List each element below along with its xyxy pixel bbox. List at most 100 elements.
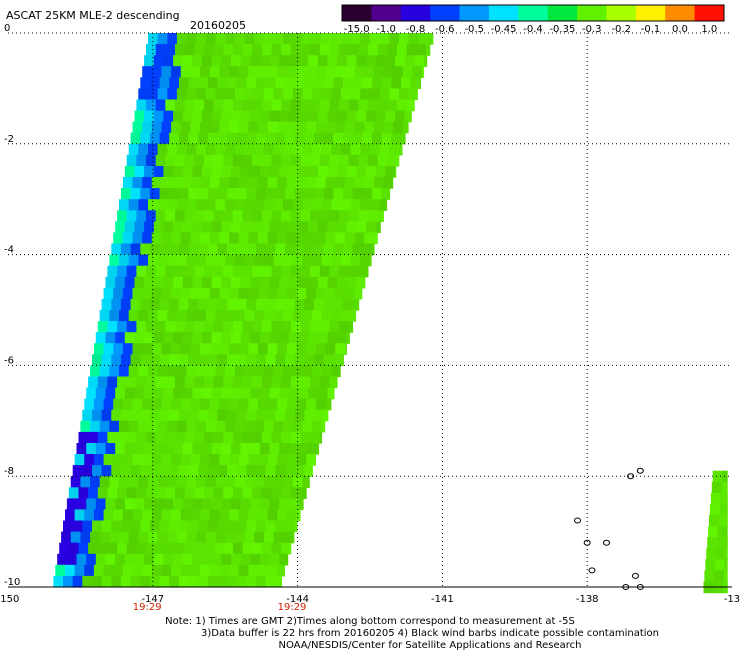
data-cell — [217, 575, 228, 588]
data-cell — [366, 55, 377, 67]
data-cell — [246, 520, 257, 533]
data-cell — [204, 44, 215, 56]
data-cell — [290, 321, 302, 333]
data-cell — [315, 177, 327, 189]
data-cell — [236, 520, 248, 533]
data-cell — [341, 254, 352, 267]
data-cell — [132, 177, 143, 189]
data-cell — [256, 243, 267, 256]
data-cell — [138, 199, 149, 211]
data-cell — [323, 354, 334, 366]
data-cell — [184, 265, 195, 278]
data-cell — [93, 509, 105, 522]
data-cell — [337, 332, 348, 344]
data-cell — [375, 55, 387, 67]
data-cell — [325, 232, 336, 245]
data-cell — [97, 376, 109, 389]
data-cell — [308, 332, 319, 344]
data-cell — [346, 332, 350, 344]
colorbar-label: -0.45 — [491, 24, 517, 35]
data-cell — [267, 343, 278, 355]
data-cell — [346, 166, 358, 178]
data-cell — [122, 232, 134, 245]
data-cell — [119, 476, 130, 488]
data-cell — [161, 177, 172, 189]
data-cell — [180, 343, 192, 355]
data-cell — [167, 531, 178, 544]
data-cell — [258, 121, 269, 134]
data-cell — [352, 298, 360, 311]
data-cell — [144, 55, 155, 67]
colorbar-swatch — [635, 5, 666, 21]
data-cell — [248, 121, 259, 134]
data-cell — [327, 166, 338, 178]
data-cell — [273, 365, 284, 378]
data-cell — [319, 265, 331, 278]
data-cell — [290, 487, 302, 499]
data-cell — [120, 465, 132, 477]
data-cell — [238, 232, 249, 245]
data-cell — [724, 559, 728, 571]
data-cell — [178, 132, 190, 145]
data-cell — [194, 265, 205, 278]
data-cell — [288, 110, 300, 123]
island — [574, 517, 581, 524]
data-cell — [134, 332, 145, 344]
colorbar-swatch — [488, 5, 519, 21]
data-cell — [82, 520, 93, 533]
data-cell — [140, 132, 151, 145]
data-cell — [260, 110, 271, 123]
data-cell — [221, 166, 232, 178]
data-cell — [718, 515, 728, 527]
data-cell — [95, 332, 107, 344]
data-cell — [207, 298, 219, 311]
data-cell — [151, 121, 163, 134]
data-cell — [348, 44, 360, 56]
data-cell — [290, 376, 302, 389]
data-cell — [171, 287, 182, 300]
data-cell — [352, 188, 363, 200]
data-cell — [321, 33, 332, 45]
data-cell — [283, 254, 294, 267]
data-cell — [138, 476, 149, 488]
data-cell — [182, 221, 193, 234]
data-cell — [265, 520, 276, 533]
data-cell — [165, 99, 176, 112]
data-cell — [335, 287, 346, 300]
data-cell — [153, 498, 165, 511]
data-cell — [126, 431, 137, 444]
data-cell — [175, 431, 186, 444]
data-cell — [339, 210, 350, 222]
data-cell — [244, 365, 255, 378]
data-cell — [281, 431, 292, 444]
y-tick-label: -10 — [4, 577, 20, 588]
data-cell — [200, 232, 211, 245]
data-cell — [80, 476, 91, 488]
data-cell — [126, 487, 137, 499]
data-cell — [223, 431, 234, 444]
data-cell — [387, 44, 398, 56]
data-cell — [269, 221, 280, 234]
data-cell — [134, 553, 145, 566]
data-cell — [204, 487, 215, 499]
data-cell — [146, 154, 157, 167]
data-cell — [93, 398, 105, 411]
data-cell — [240, 387, 251, 400]
data-cell — [323, 188, 334, 200]
data-cell — [327, 387, 335, 400]
data-cell — [296, 66, 307, 78]
colorbar-swatch — [606, 5, 637, 21]
data-cell — [219, 121, 230, 134]
data-cell — [254, 365, 265, 378]
data-cell — [194, 431, 205, 444]
data-cell — [175, 376, 186, 389]
data-cell — [200, 121, 211, 134]
data-cell — [252, 487, 263, 499]
data-cell — [302, 420, 313, 433]
data-cell — [82, 465, 93, 477]
data-cell — [283, 199, 294, 211]
data-cell — [281, 542, 292, 555]
data-cell — [269, 498, 280, 511]
data-cell — [93, 564, 105, 577]
data-cell — [217, 465, 228, 477]
